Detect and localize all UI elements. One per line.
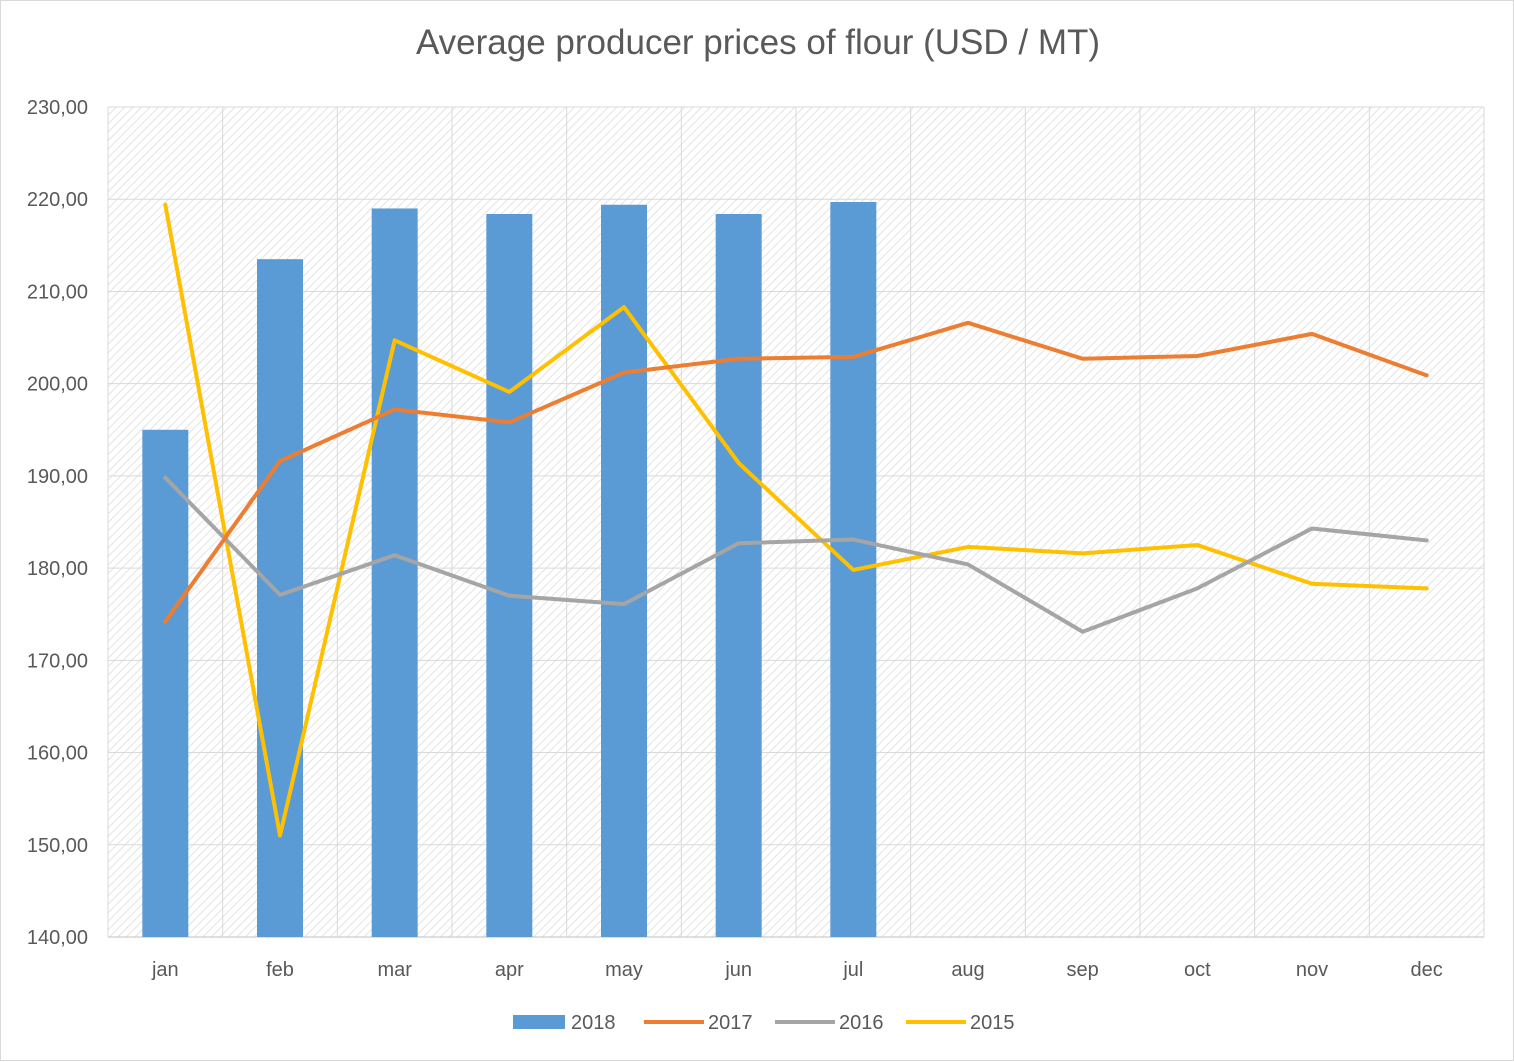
y-tick-label: 170,00 (27, 650, 88, 672)
bar-2018-may (601, 204, 647, 937)
y-tick-label: 140,00 (27, 927, 88, 949)
point-2017-nov (1311, 333, 1313, 335)
y-tick-label: 180,00 (27, 558, 88, 580)
point-2016-mar (394, 554, 396, 556)
point-2015-dec (1426, 587, 1428, 589)
line-2017 (163, 320, 1429, 624)
x-tick-label: sep (1067, 959, 1099, 981)
point-2016-jul (852, 539, 854, 541)
y-tick-label: 150,00 (27, 835, 88, 857)
point-2016-aug (967, 563, 969, 565)
point-2015-oct (1196, 544, 1198, 546)
point-2017-jan (164, 621, 166, 623)
point-2017-jul (852, 356, 854, 358)
bar-2018-jun (715, 213, 762, 937)
line-2016 (163, 475, 1429, 634)
point-2015-aug (967, 546, 969, 548)
point-2017-oct (1196, 355, 1198, 357)
bar-2018-apr (486, 213, 533, 937)
x-tick-label: jan (151, 959, 179, 981)
point-2017-sep (1082, 358, 1084, 360)
point-2016-oct (1196, 587, 1198, 589)
point-2015-feb (279, 835, 281, 837)
point-2015-apr (508, 391, 510, 393)
x-tick-label: oct (1184, 959, 1211, 981)
chart-title: Average producer prices of flour (USD / … (415, 23, 1101, 62)
point-2015-jul (852, 569, 854, 571)
point-2016-may (623, 603, 625, 605)
y-tick-label: 230,00 (27, 97, 88, 119)
point-2015-jan (164, 204, 166, 206)
legend-label-2016: 2016 (839, 1012, 884, 1034)
point-2017-jun (738, 358, 740, 360)
point-2017-mar (394, 408, 396, 410)
x-tick-label: feb (266, 959, 294, 981)
bar-2018-mar (371, 208, 418, 937)
y-tick-label: 210,00 (27, 281, 88, 303)
y-tick-label: 190,00 (27, 466, 88, 488)
y-tick-label: 220,00 (27, 189, 88, 211)
y-tick-label: 200,00 (27, 374, 88, 396)
point-2017-may (623, 372, 625, 374)
point-2016-jun (738, 542, 740, 544)
x-tick-label: mar (377, 959, 412, 981)
point-2017-feb (279, 460, 281, 462)
point-2016-apr (508, 595, 510, 597)
x-tick-label: jul (842, 959, 863, 981)
x-tick-label: jun (724, 959, 752, 981)
point-2016-dec (1426, 539, 1428, 541)
line-2015 (163, 202, 1429, 838)
legend-label-2017: 2017 (708, 1012, 753, 1034)
legend-swatch-2018 (513, 1015, 565, 1029)
bar-2018-feb (257, 259, 303, 938)
point-2016-jan (164, 477, 166, 479)
x-tick-label: may (605, 959, 643, 981)
point-2017-dec (1426, 374, 1428, 376)
x-tick-label: nov (1296, 959, 1328, 981)
x-tick-label: dec (1411, 959, 1443, 981)
point-2015-sep (1082, 552, 1084, 554)
point-2016-feb (279, 594, 281, 596)
point-2016-sep (1082, 631, 1084, 633)
point-2015-mar (394, 339, 396, 341)
bar-2018-jan (142, 429, 189, 937)
legend-label-2018: 2018 (571, 1012, 616, 1034)
y-tick-label: 160,00 (27, 743, 88, 765)
x-tick-label: apr (495, 959, 524, 981)
legend-label-2015: 2015 (970, 1012, 1015, 1034)
point-2016-nov (1311, 527, 1313, 529)
point-2015-jun (738, 462, 740, 464)
point-2017-aug (967, 322, 969, 324)
point-2015-nov (1311, 583, 1313, 585)
point-2015-may (623, 306, 625, 308)
x-tick-label: aug (951, 959, 984, 981)
point-2017-apr (508, 421, 510, 423)
